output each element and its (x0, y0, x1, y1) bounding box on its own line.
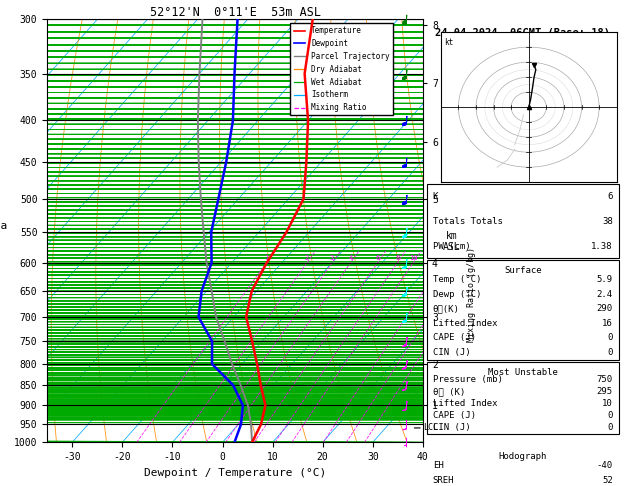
Text: Pressure (mb): Pressure (mb) (433, 375, 503, 384)
Text: Totals Totals: Totals Totals (433, 217, 503, 226)
Text: Dewp (°C): Dewp (°C) (433, 290, 481, 299)
Text: Temp (°C): Temp (°C) (433, 275, 481, 284)
Text: 0: 0 (608, 348, 613, 357)
Text: Lifted Index: Lifted Index (433, 319, 498, 328)
Text: 52: 52 (602, 475, 613, 485)
Text: 2.4: 2.4 (596, 290, 613, 299)
Bar (427, 362, 619, 434)
Text: 290: 290 (596, 304, 613, 313)
Text: Lifted Index: Lifted Index (433, 399, 498, 408)
Text: PW (cm): PW (cm) (433, 242, 470, 250)
Text: Surface: Surface (504, 266, 542, 276)
Text: 0: 0 (608, 333, 613, 343)
Text: θᴇ (K): θᴇ (K) (433, 387, 465, 396)
Text: 16: 16 (602, 319, 613, 328)
Text: 0: 0 (608, 411, 613, 420)
Y-axis label: hPa: hPa (0, 221, 8, 231)
Bar (427, 184, 619, 259)
Text: 0: 0 (608, 423, 613, 433)
Text: 295: 295 (596, 387, 613, 396)
Text: 4: 4 (348, 255, 353, 261)
Bar (427, 260, 619, 360)
Text: 1.38: 1.38 (591, 242, 613, 250)
Text: K: K (433, 192, 438, 201)
Text: 38: 38 (602, 217, 613, 226)
Text: θᴇ(K): θᴇ(K) (433, 304, 460, 313)
Text: -40: -40 (596, 461, 613, 470)
Text: 24.04.2024  06GMT (Base: 18): 24.04.2024 06GMT (Base: 18) (435, 28, 610, 38)
Text: Hodograph: Hodograph (499, 452, 547, 461)
Text: 1: 1 (264, 255, 269, 261)
Text: 10: 10 (602, 399, 613, 408)
Text: CIN (J): CIN (J) (433, 423, 470, 433)
Text: 10: 10 (409, 255, 417, 261)
Text: LCL: LCL (423, 423, 438, 433)
Text: 5.9: 5.9 (596, 275, 613, 284)
Text: 8: 8 (395, 255, 399, 261)
X-axis label: Dewpoint / Temperature (°C): Dewpoint / Temperature (°C) (144, 468, 326, 478)
Text: 2: 2 (305, 255, 309, 261)
Text: CIN (J): CIN (J) (433, 348, 470, 357)
Text: 6: 6 (376, 255, 380, 261)
Text: 3: 3 (330, 255, 334, 261)
Legend: Temperature, Dewpoint, Parcel Trajectory, Dry Adiabat, Wet Adiabat, Isotherm, Mi: Temperature, Dewpoint, Parcel Trajectory… (291, 23, 392, 115)
Title: 52°12'N  0°11'E  53m ASL: 52°12'N 0°11'E 53m ASL (150, 6, 321, 19)
Text: CAPE (J): CAPE (J) (433, 333, 476, 343)
Text: 750: 750 (596, 375, 613, 384)
Text: Most Unstable: Most Unstable (488, 368, 558, 377)
Text: SREH: SREH (433, 475, 454, 485)
Bar (427, 447, 619, 486)
Text: 6: 6 (608, 192, 613, 201)
Y-axis label: km
ASL: km ASL (443, 231, 460, 252)
Text: CAPE (J): CAPE (J) (433, 411, 476, 420)
Text: EH: EH (433, 461, 443, 470)
Text: Mixing Ratio (g/kg): Mixing Ratio (g/kg) (467, 247, 476, 342)
